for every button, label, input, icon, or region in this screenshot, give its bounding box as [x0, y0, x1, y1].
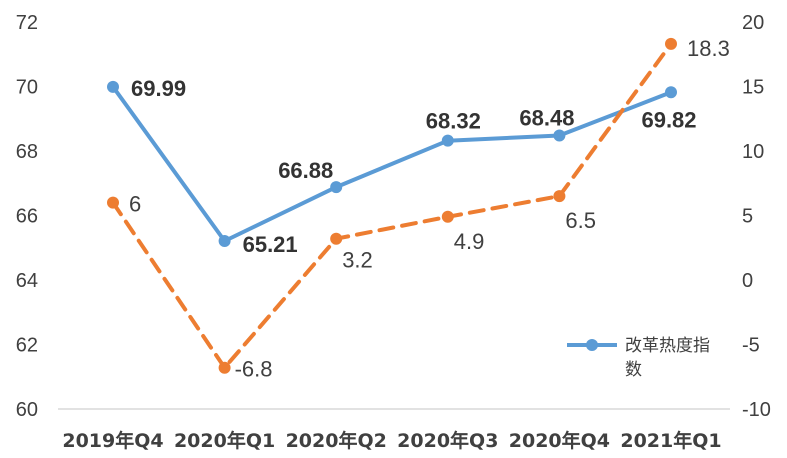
- right-tick-label: 0: [742, 270, 753, 292]
- left-tick-label: 66: [16, 206, 38, 228]
- blue-data-point: [441, 134, 454, 147]
- orange-data-label: -6.8: [235, 357, 273, 382]
- right-tick-label: -5: [742, 335, 760, 357]
- right-y-axis: -10 -5 0 5 10 15 20: [742, 12, 771, 421]
- right-tick-label: 15: [742, 77, 764, 99]
- blue-data-point: [665, 86, 677, 99]
- blue-data-label: 65.21: [243, 232, 298, 257]
- orange-data-point: [553, 190, 566, 203]
- blue-data-label: 69.99: [131, 76, 186, 101]
- blue-data-point: [330, 181, 343, 194]
- orange-data-point: [218, 361, 231, 374]
- orange-data-label: 3.2: [342, 248, 373, 273]
- blue-data-point: [218, 234, 231, 247]
- right-tick-label: 10: [742, 141, 764, 163]
- orange-data-point: [330, 232, 343, 245]
- x-tick-label: 2020年Q1: [174, 429, 275, 452]
- x-tick-label: 2020年Q4: [509, 429, 610, 452]
- right-tick-label: 5: [742, 206, 753, 228]
- left-tick-label: 68: [16, 141, 38, 163]
- orange-data-label: 18.3: [687, 36, 730, 61]
- orange-data-label: 6: [129, 192, 141, 217]
- orange-data-label: 4.9: [454, 229, 485, 254]
- left-tick-label: 60: [16, 399, 38, 421]
- right-tick-label: -10: [742, 399, 771, 421]
- left-y-axis: 60 62 64 66 68 70 72: [16, 12, 38, 421]
- x-tick-label: 2019年Q4: [62, 429, 163, 452]
- legend: 改革热度指数: [567, 336, 710, 380]
- orange-series-line: [111, 41, 673, 370]
- blue-data-label: 69.82: [641, 107, 696, 132]
- blue-data-label: 68.48: [519, 106, 574, 131]
- left-tick-label: 70: [16, 77, 38, 99]
- orange-data-point: [665, 37, 677, 50]
- blue-data-point: [553, 129, 566, 142]
- legend-label: 改革热度指数: [625, 336, 710, 380]
- x-tick-label: 2021年Q1: [620, 429, 721, 452]
- x-axis: 2019年Q4 2020年Q1 2020年Q2 2020年Q3 2020年Q4 2021年…: [62, 429, 721, 452]
- orange-data-point: [107, 196, 119, 209]
- blue-series-line: [111, 84, 673, 243]
- x-tick-label: 2020年Q3: [397, 429, 498, 452]
- blue-data-point: [107, 80, 119, 93]
- left-tick-label: 62: [16, 335, 38, 357]
- legend-point-marker: [586, 339, 598, 351]
- data-labels-layer: 69.99 65.21 66.88 68.32 68.48 69.82 6 -6.8 3.2 4.…: [129, 36, 730, 382]
- series-layer: [107, 37, 677, 374]
- orange-data-point: [441, 210, 454, 223]
- blue-data-label: 66.88: [278, 158, 333, 183]
- x-tick-label: 2020年Q2: [286, 429, 387, 452]
- blue-data-label: 68.32: [426, 109, 481, 134]
- left-tick-label: 64: [16, 270, 38, 292]
- left-tick-label: 72: [16, 12, 38, 34]
- orange-data-label: 6.5: [565, 208, 596, 233]
- right-tick-label: 20: [742, 12, 764, 34]
